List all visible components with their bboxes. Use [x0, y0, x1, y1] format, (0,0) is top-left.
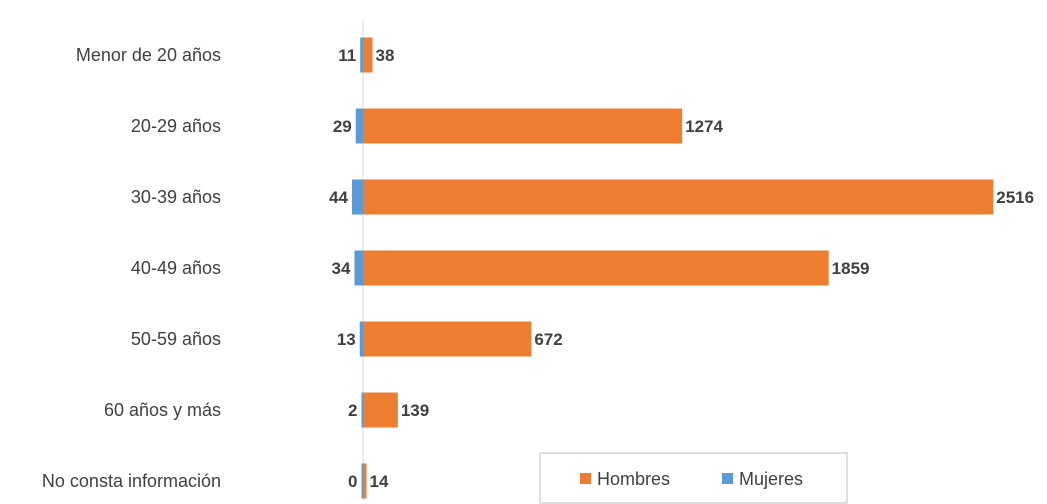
category-label-row-5: 60 años y más [104, 400, 221, 420]
value-label-mujeres-row-3: 34 [332, 259, 351, 278]
value-label-mujeres-row-1: 29 [333, 117, 352, 136]
legend-swatch-hombres [580, 473, 591, 484]
value-label-mujeres-row-4: 13 [337, 330, 356, 349]
legend: Hombres Mujeres [539, 452, 848, 504]
legend-label-mujeres: Mujeres [739, 469, 803, 489]
bar-mujeres-row-6 [361, 463, 363, 499]
value-label-mujeres-row-2: 44 [329, 188, 348, 207]
bars-group: Menor de 20 años 38 11 20-29 años 1274 29 30-3… [42, 37, 1034, 499]
category-label-row-6: No consta información [42, 471, 221, 491]
value-label-mujeres-row-6: 0 [348, 472, 357, 491]
bar-hombres-row-2 [363, 179, 994, 215]
value-label-hombres-row-3: 1859 [832, 259, 870, 278]
legend-swatch-mujeres [722, 473, 733, 484]
category-label-row-3: 40-49 años [131, 258, 221, 278]
category-label-row-4: 50-59 años [131, 329, 221, 349]
value-label-hombres-row-1: 1274 [685, 117, 723, 136]
value-label-hombres-row-2: 2516 [996, 188, 1034, 207]
value-label-hombres-row-5: 139 [401, 401, 429, 420]
bar-mujeres-row-0 [360, 37, 363, 73]
bar-mujeres-row-2 [351, 179, 363, 215]
value-label-hombres-row-0: 38 [376, 46, 395, 65]
bar-mujeres-row-4 [359, 321, 363, 357]
bar-mujeres-row-1 [355, 108, 363, 144]
category-label-row-0: Menor de 20 años [76, 45, 221, 65]
bar-hombres-row-5 [363, 392, 398, 428]
category-label-row-1: 20-29 años [131, 116, 221, 136]
bar-hombres-row-1 [363, 108, 683, 144]
legend-label-hombres: Hombres [597, 469, 670, 489]
bar-hombres-row-4 [363, 321, 532, 357]
category-label-row-2: 30-39 años [131, 187, 221, 207]
bar-mujeres-row-5 [361, 392, 363, 428]
legend-box [539, 452, 848, 504]
value-label-mujeres-row-0: 11 [338, 46, 356, 65]
value-label-mujeres-row-5: 2 [348, 401, 357, 420]
bar-mujeres-row-3 [354, 250, 363, 286]
bar-hombres-row-0 [363, 37, 373, 73]
bar-hombres-row-3 [363, 250, 829, 286]
value-label-hombres-row-4: 672 [534, 330, 562, 349]
bar-hombres-row-6 [363, 463, 367, 499]
value-label-hombres-row-6: 14 [370, 472, 389, 491]
